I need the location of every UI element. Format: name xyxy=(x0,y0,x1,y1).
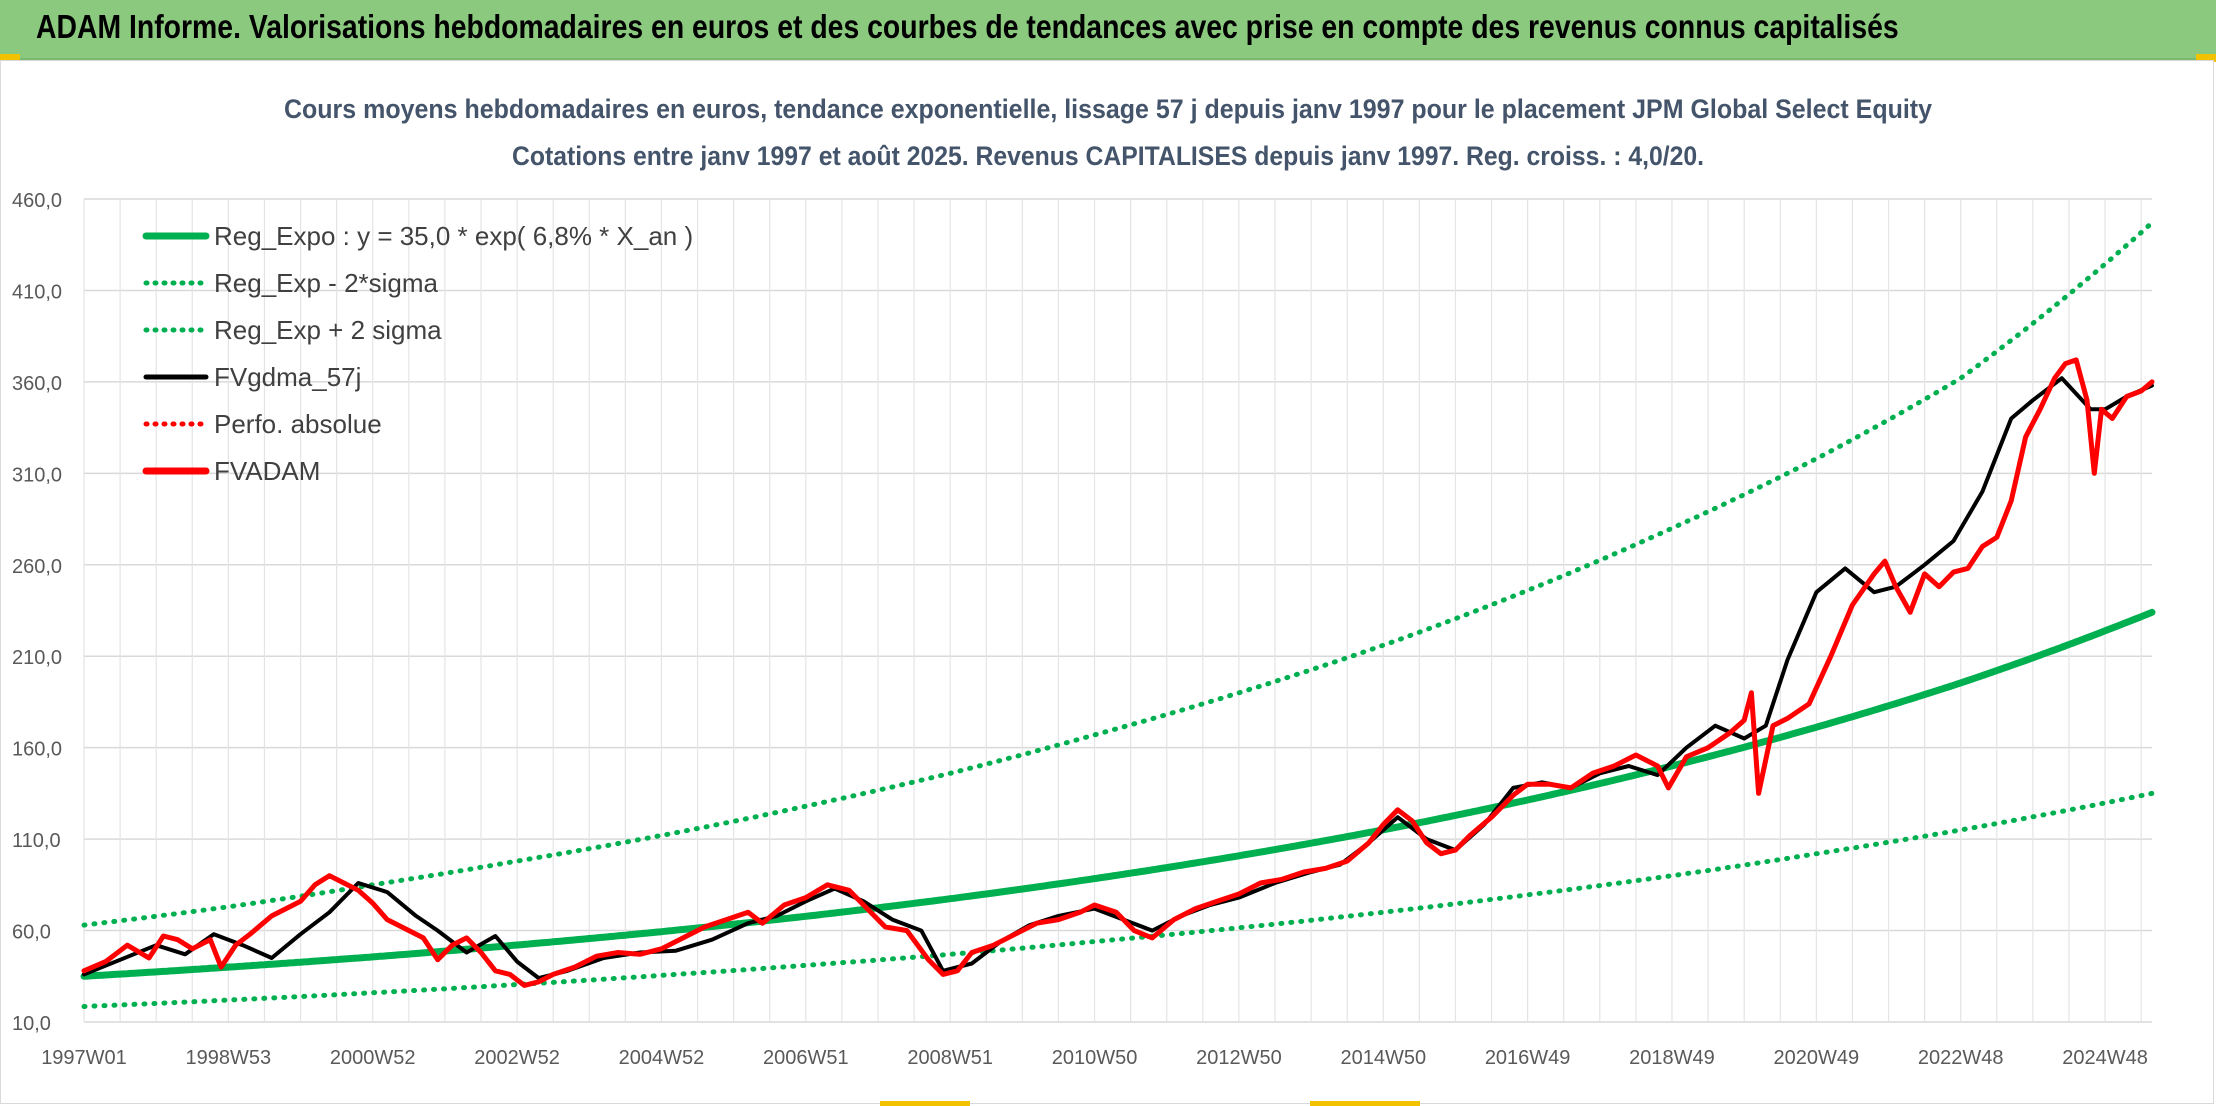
series-line-2 xyxy=(81,220,2155,928)
legend: Reg_Expo : y = 35,0 * exp( 6,8% * X_an )… xyxy=(142,221,693,486)
x-tick-label: 2002W52 xyxy=(474,1047,560,1069)
grid xyxy=(83,198,2152,1023)
chart-title: Cours moyens hebdomadaires en euros, ten… xyxy=(284,94,1932,124)
y-tick-label: 310,0 xyxy=(12,464,62,486)
x-tick-label: 2024W48 xyxy=(2062,1047,2148,1069)
x-tick-label: 2000W52 xyxy=(330,1047,416,1069)
y-tick-label: 460,0 xyxy=(12,190,62,212)
series-line-5 xyxy=(81,357,2155,988)
series-line-3 xyxy=(82,376,2154,981)
x-tick-label: 1997W01 xyxy=(41,1047,127,1069)
x-tick-label: 2022W48 xyxy=(1918,1047,2004,1069)
y-tick-label: 60,0 xyxy=(12,922,51,944)
x-tick-label: 1998W53 xyxy=(186,1047,272,1069)
x-tick-label: 2020W49 xyxy=(1774,1047,1860,1069)
y-axis: 460,0 410,0 360,0 310,0 260,0 210,0 160,0 110,0… xyxy=(12,190,62,1035)
report-title: ADAM Informe. Valorisations hebdomadaire… xyxy=(36,8,1899,45)
report-header: ADAM Informe. Valorisations hebdomadaire… xyxy=(0,0,2216,60)
x-tick-label: 2014W50 xyxy=(1340,1047,1426,1069)
x-tick-label: 2010W50 xyxy=(1052,1047,1138,1069)
x-tick-label: 2006W51 xyxy=(763,1047,849,1069)
corner-accent-left xyxy=(0,54,20,62)
y-tick-label: 160,0 xyxy=(12,739,62,761)
x-tick-label: 2008W51 xyxy=(907,1047,993,1069)
legend-label: Perfo. absolue xyxy=(214,409,382,439)
footer-accent-1 xyxy=(880,1101,970,1106)
chart-subtitle: Cotations entre janv 1997 et août 2025. … xyxy=(512,141,1704,171)
legend-label: Reg_Expo : y = 35,0 * exp( 6,8% * X_an ) xyxy=(214,221,693,251)
x-axis: 1997W01 1998W53 2000W52 2002W52 2004W52 2006W… xyxy=(41,1047,2148,1069)
series-line-1 xyxy=(81,790,2155,1009)
series-line-0 xyxy=(80,608,2156,980)
legend-label: FVgdma_57j xyxy=(214,362,361,392)
legend-label: FVADAM xyxy=(214,456,320,486)
y-tick-label: 410,0 xyxy=(12,281,62,303)
x-tick-label: 2018W49 xyxy=(1629,1047,1715,1069)
y-tick-label: 10,0 xyxy=(12,1013,51,1035)
series-layer xyxy=(80,220,2156,1009)
y-tick-label: 210,0 xyxy=(12,647,62,669)
x-tick-label: 2004W52 xyxy=(619,1047,705,1069)
x-tick-label: 2012W50 xyxy=(1196,1047,1282,1069)
y-tick-label: 260,0 xyxy=(12,556,62,578)
legend-label: Reg_Exp - 2*sigma xyxy=(214,268,439,298)
y-tick-label: 360,0 xyxy=(12,373,62,395)
footer-accent-2 xyxy=(1310,1101,1420,1106)
corner-accent-right xyxy=(2196,54,2216,62)
legend-label: Reg_Exp + 2 sigma xyxy=(214,315,442,345)
x-tick-label: 2016W49 xyxy=(1485,1047,1571,1069)
y-tick-label: 110,0 xyxy=(12,830,61,852)
